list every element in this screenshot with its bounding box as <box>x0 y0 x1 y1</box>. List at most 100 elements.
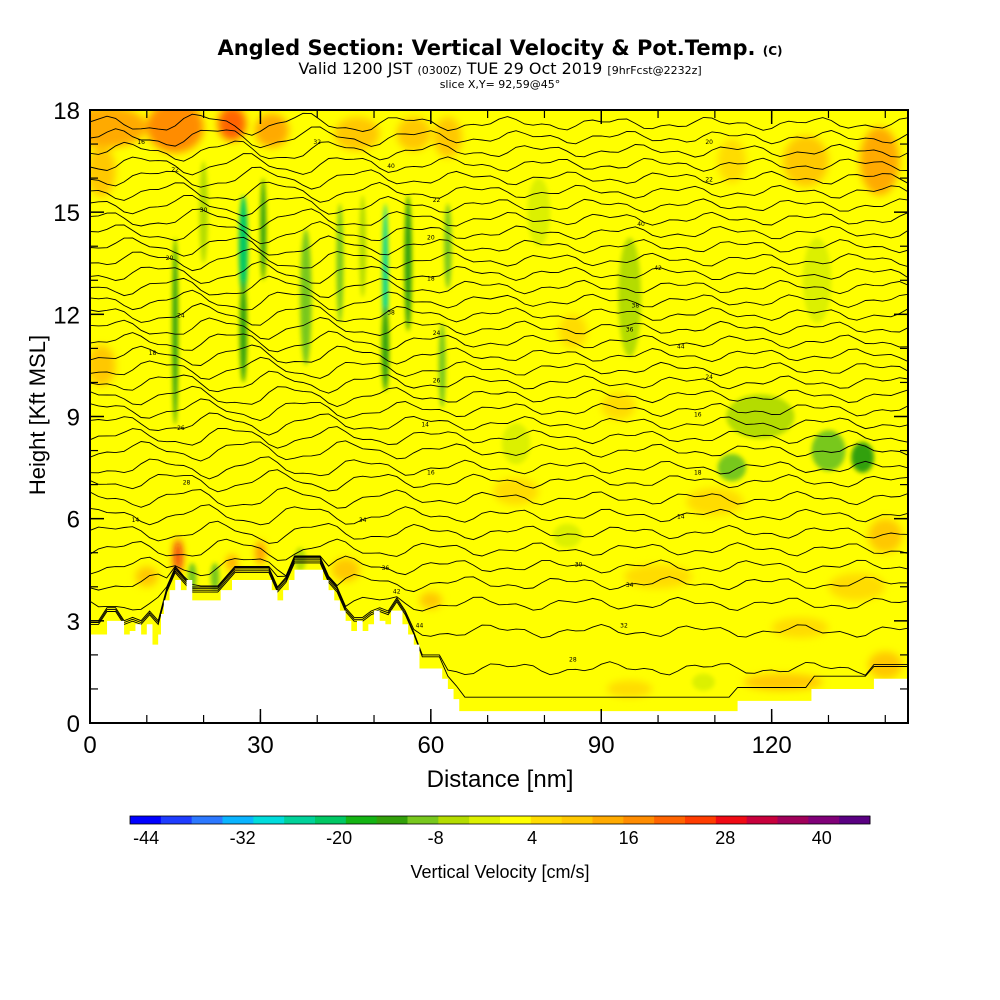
isentrope-line <box>90 555 908 577</box>
updraft-cell-23 <box>623 564 693 589</box>
colorbar-swatch <box>808 816 840 824</box>
isentrope-label: 20 <box>427 234 435 241</box>
colorbar-title: Vertical Velocity [cm/s] <box>410 862 590 882</box>
isentrope-line <box>90 289 908 311</box>
isentrope-line <box>90 560 908 676</box>
isentrope-line <box>90 370 908 394</box>
colorbar-label: 4 <box>527 828 537 848</box>
downdraft-cell-20 <box>501 423 531 465</box>
colorbar-swatch <box>130 816 162 824</box>
title-suffix: (C) <box>762 44 783 58</box>
downdraft-cell-10 <box>336 203 344 323</box>
isentrope-label: 18 <box>694 469 702 476</box>
isentrope-label: 30 <box>200 207 208 214</box>
colorbar-label: 28 <box>715 828 735 848</box>
isentrope-line <box>90 112 908 136</box>
y-tick-label: 3 <box>67 609 80 636</box>
subtitle-utc: (0300Z) <box>417 64 462 77</box>
updraft-cell-19 <box>558 314 588 349</box>
colorbar-label: 40 <box>812 828 832 848</box>
downdraft-cell-16 <box>726 394 795 439</box>
slice-label: slice X,Y= 92,59@45° <box>439 78 561 91</box>
isentrope-label: 44 <box>416 623 424 630</box>
updraft-cell-0 <box>90 110 147 148</box>
colorbar-swatch <box>284 816 316 824</box>
updraft-cell-11 <box>90 344 116 386</box>
x-tick-label: 30 <box>247 732 274 759</box>
isentrope-label: 36 <box>626 326 634 333</box>
colorbar-swatch <box>222 816 254 824</box>
updraft-cell-25 <box>771 617 829 638</box>
colorbar-label: 16 <box>619 828 639 848</box>
isentrope-line <box>90 385 908 407</box>
isentrope-label: 38 <box>632 303 640 310</box>
downdraft-cell-2 <box>239 280 248 383</box>
isentrope-label: 34 <box>359 517 367 524</box>
isentrope-label: 28 <box>183 480 191 487</box>
isentrope-label: 34 <box>626 582 634 589</box>
colorbar-label: -20 <box>326 828 352 848</box>
colorbar-swatch <box>561 816 593 824</box>
isentrope-label: 42 <box>654 265 662 272</box>
subtitle-valid: Valid 1200 JST <box>298 59 413 78</box>
chart-title: Angled Section: Vertical Velocity & Pot.… <box>217 36 783 60</box>
isentrope-line <box>90 344 908 366</box>
updraft-cell-16 <box>331 557 360 582</box>
colorbar-frame <box>129 815 871 825</box>
updraft-cell-24 <box>828 573 886 601</box>
isentrope-label: 36 <box>382 565 390 572</box>
downdraft-cell-25 <box>692 673 715 691</box>
isentrope-label: 32 <box>313 139 321 146</box>
downdraft-cell-18 <box>527 178 551 247</box>
isentrope-line <box>90 504 908 526</box>
updraft-cell-28 <box>606 680 653 698</box>
updraft-cell-4 <box>334 116 380 151</box>
downdraft-regions <box>172 161 874 691</box>
isentrope-line <box>90 520 908 544</box>
isentrope-label: 16 <box>427 469 435 476</box>
isentrope-label: 26 <box>433 377 441 384</box>
y-tick-label: 15 <box>53 200 80 227</box>
downdraft-cell-22 <box>210 562 220 591</box>
isentrope-label: 38 <box>387 309 395 316</box>
updraft-cell-26 <box>743 673 823 691</box>
updraft-cell-2 <box>217 110 247 141</box>
downdraft-cell-7 <box>404 195 412 332</box>
x-tick-label: 120 <box>752 732 792 759</box>
updraft-cell-22 <box>868 518 903 553</box>
isentrope-line <box>90 398 908 421</box>
isentrope-line <box>90 356 908 380</box>
downdraft-cell-11 <box>359 195 367 298</box>
y-tick-label: 9 <box>67 405 80 432</box>
colorbar-swatch <box>715 816 748 824</box>
isentrope-label: 42 <box>393 589 401 596</box>
isentrope-line <box>90 557 908 612</box>
isentrope-line <box>90 181 908 203</box>
downdraft-cell-8 <box>444 203 452 289</box>
isentrope-line <box>90 194 908 217</box>
colorbar-swatch <box>376 816 408 824</box>
updraft-cell-9 <box>783 135 829 187</box>
isentrope-line <box>90 562 908 698</box>
isentrope-label: 18 <box>427 275 435 282</box>
isentrope-label: 44 <box>677 343 685 350</box>
colorbar-swatch <box>438 816 470 824</box>
isentrope-label: 20 <box>705 139 713 146</box>
colorbar-swatch <box>315 816 347 824</box>
updraft-cell-10 <box>717 138 747 184</box>
isentrope-line <box>90 538 908 561</box>
isentrope-line <box>90 153 908 176</box>
isentrope-line <box>90 221 908 245</box>
updraft-regions <box>90 110 903 698</box>
downdraft-cell-19 <box>802 237 832 323</box>
isentrope-label: 24 <box>705 374 713 381</box>
isentrope-label: 32 <box>620 623 628 630</box>
isentrope-label: 22 <box>705 177 713 184</box>
updraft-cell-6 <box>433 116 463 158</box>
x-tick-label: 0 <box>83 732 96 759</box>
isentrope-line <box>90 330 908 353</box>
isentrope-line <box>90 412 908 436</box>
downdraft-cell-0 <box>172 237 179 426</box>
downdraft-cell-4 <box>300 229 312 366</box>
